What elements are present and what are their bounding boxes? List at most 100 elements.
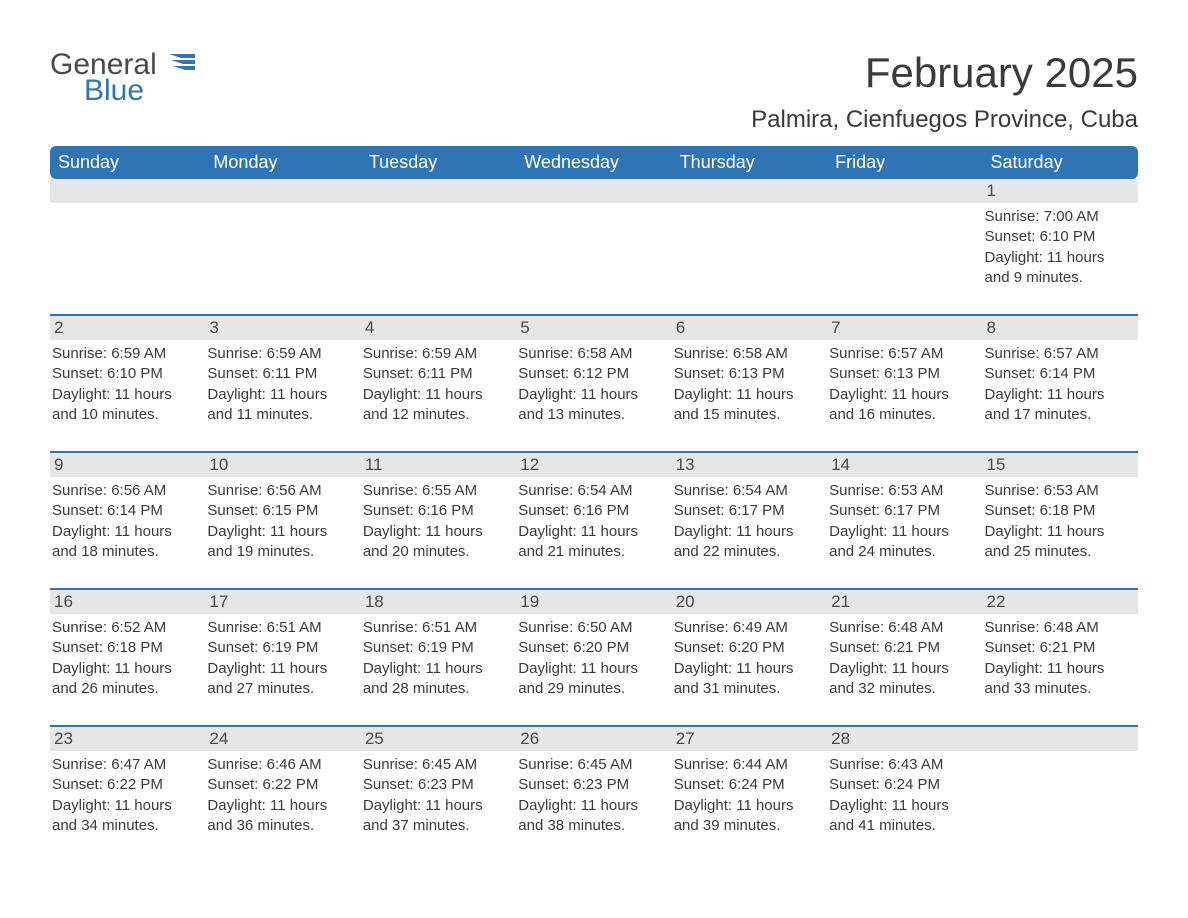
calendar-day-cell: 24Sunrise: 6:46 AMSunset: 6:22 PMDayligh… [205,726,360,862]
sunrise-line: Sunrise: 6:57 AM [829,344,976,364]
day-info: Sunrise: 6:55 AMSunset: 6:16 PMDaylight:… [363,481,510,562]
calendar-day-cell: 6Sunrise: 6:58 AMSunset: 6:13 PMDaylight… [672,315,827,452]
title-block: February 2025 Palmira, Cienfuegos Provin… [751,50,1138,134]
sunrise-line: Sunrise: 6:43 AM [829,755,976,775]
calendar-day-cell: 22Sunrise: 6:48 AMSunset: 6:21 PMDayligh… [983,589,1138,726]
day-number [50,179,205,203]
sunrise-line: Sunrise: 6:56 AM [207,481,354,501]
daylight-line: Daylight: 11 hours and 16 minutes. [829,385,976,426]
sunrise-line: Sunrise: 6:53 AM [829,481,976,501]
sunrise-line: Sunrise: 7:00 AM [985,207,1132,227]
day-info: Sunrise: 6:59 AMSunset: 6:11 PMDaylight:… [207,344,354,425]
calendar-body: 1Sunrise: 7:00 AMSunset: 6:10 PMDaylight… [50,179,1138,862]
day-number: 11 [361,453,516,477]
day-number: 4 [361,316,516,340]
daylight-line: Daylight: 11 hours and 31 minutes. [674,659,821,700]
calendar-day-cell: 1Sunrise: 7:00 AMSunset: 6:10 PMDaylight… [983,179,1138,315]
calendar-day-cell [827,179,982,315]
sunrise-line: Sunrise: 6:50 AM [518,618,665,638]
calendar-day-cell: 8 Sunrise: 6:57 AMSunset: 6:14 PMDaylight… [983,315,1138,452]
day-number: 16 [50,590,205,614]
daylight-line: Daylight: 11 hours and 25 minutes. [985,522,1132,563]
calendar-day-cell [50,179,205,315]
calendar-day-cell [672,179,827,315]
sunset-line: Sunset: 6:24 PM [829,775,976,795]
sunset-line: Sunset: 6:21 PM [985,638,1132,658]
daylight-line: Daylight: 11 hours and 26 minutes. [52,659,199,700]
day-header: Wednesday [516,146,671,179]
sunrise-line: Sunrise: 6:54 AM [674,481,821,501]
day-number: 5 [516,316,671,340]
day-info: Sunrise: 6:47 AMSunset: 6:22 PMDaylight:… [52,755,199,836]
sunrise-line: Sunrise: 6:55 AM [363,481,510,501]
daylight-line: Daylight: 11 hours and 39 minutes. [674,796,821,837]
sunset-line: Sunset: 6:20 PM [518,638,665,658]
sunset-line: Sunset: 6:16 PM [518,501,665,521]
day-number: 7 [827,316,982,340]
day-info: Sunrise: 6:59 AMSunset: 6:11 PMDaylight:… [363,344,510,425]
sunrise-line: Sunrise: 6:56 AM [52,481,199,501]
day-number: 8 [983,316,1138,340]
calendar-day-cell: 18Sunrise: 6:51 AMSunset: 6:19 PMDayligh… [361,589,516,726]
calendar-day-cell: 5 Sunrise: 6:58 AMSunset: 6:12 PMDaylight… [516,315,671,452]
day-header: Tuesday [361,146,516,179]
day-number: 26 [516,727,671,751]
sunrise-line: Sunrise: 6:51 AM [207,618,354,638]
day-info: Sunrise: 6:54 AMSunset: 6:17 PMDaylight:… [674,481,821,562]
day-info: Sunrise: 6:53 AMSunset: 6:17 PMDaylight:… [829,481,976,562]
sunrise-line: Sunrise: 6:48 AM [985,618,1132,638]
calendar-day-cell: 16 Sunrise: 6:52 AMSunset: 6:18 PMDayligh… [50,589,205,726]
day-info: Sunrise: 6:58 AMSunset: 6:12 PMDaylight:… [518,344,665,425]
day-number: 21 [827,590,982,614]
daylight-line: Daylight: 11 hours and 38 minutes. [518,796,665,837]
sunrise-line: Sunrise: 6:59 AM [363,344,510,364]
day-number: 23 [50,727,205,751]
sunrise-line: Sunrise: 6:49 AM [674,618,821,638]
day-info: Sunrise: 6:56 AMSunset: 6:15 PMDaylight:… [207,481,354,562]
day-info: Sunrise: 6:52 AMSunset: 6:18 PMDaylight:… [52,618,199,699]
daylight-line: Daylight: 11 hours and 36 minutes. [207,796,354,837]
sunset-line: Sunset: 6:11 PM [207,364,354,384]
sunset-line: Sunset: 6:10 PM [52,364,199,384]
day-number: 6 [672,316,827,340]
day-number: 28 [827,727,982,751]
sunset-line: Sunset: 6:14 PM [985,364,1132,384]
calendar-day-cell: 9Sunrise: 6:56 AMSunset: 6:14 PMDaylight… [50,452,205,589]
day-number: 25 [361,727,516,751]
logo: General Blue [50,50,195,106]
day-number: 13 [672,453,827,477]
day-info: Sunrise: 6:57 AMSunset: 6:14 PMDaylight:… [985,344,1132,425]
daylight-line: Daylight: 11 hours and 12 minutes. [363,385,510,426]
calendar-day-cell: 19Sunrise: 6:50 AMSunset: 6:20 PMDayligh… [516,589,671,726]
sunset-line: Sunset: 6:24 PM [674,775,821,795]
sunset-line: Sunset: 6:23 PM [363,775,510,795]
daylight-line: Daylight: 11 hours and 33 minutes. [985,659,1132,700]
sunset-line: Sunset: 6:19 PM [363,638,510,658]
day-info: Sunrise: 6:48 AMSunset: 6:21 PMDaylight:… [829,618,976,699]
sunrise-line: Sunrise: 6:45 AM [363,755,510,775]
sunset-line: Sunset: 6:17 PM [674,501,821,521]
day-info: Sunrise: 6:57 AMSunset: 6:13 PMDaylight:… [829,344,976,425]
calendar-day-cell: 10Sunrise: 6:56 AMSunset: 6:15 PMDayligh… [205,452,360,589]
sunset-line: Sunset: 6:15 PM [207,501,354,521]
sunrise-line: Sunrise: 6:59 AM [207,344,354,364]
calendar-day-cell: 27Sunrise: 6:44 AMSunset: 6:24 PMDayligh… [672,726,827,862]
calendar-day-cell [361,179,516,315]
sunset-line: Sunset: 6:10 PM [985,227,1132,247]
calendar-day-cell: 13 Sunrise: 6:54 AMSunset: 6:17 PMDayligh… [672,452,827,589]
sunrise-line: Sunrise: 6:58 AM [518,344,665,364]
sunset-line: Sunset: 6:22 PM [52,775,199,795]
day-info: Sunrise: 6:44 AMSunset: 6:24 PMDaylight:… [674,755,821,836]
day-info: Sunrise: 6:45 AMSunset: 6:23 PMDaylight:… [518,755,665,836]
daylight-line: Daylight: 11 hours and 11 minutes. [207,385,354,426]
calendar-day-cell: 20Sunrise: 6:49 AMSunset: 6:20 PMDayligh… [672,589,827,726]
calendar-week-row: 23 Sunrise: 6:47 AMSunset: 6:22 PMDayligh… [50,726,1138,862]
calendar-day-cell [205,179,360,315]
calendar-day-cell: 26 Sunrise: 6:45 AMSunset: 6:23 PMDayligh… [516,726,671,862]
daylight-line: Daylight: 11 hours and 41 minutes. [829,796,976,837]
day-info: Sunrise: 6:51 AMSunset: 6:19 PMDaylight:… [207,618,354,699]
day-info: Sunrise: 6:50 AMSunset: 6:20 PMDaylight:… [518,618,665,699]
daylight-line: Daylight: 11 hours and 21 minutes. [518,522,665,563]
daylight-line: Daylight: 11 hours and 15 minutes. [674,385,821,426]
day-header: Monday [205,146,360,179]
